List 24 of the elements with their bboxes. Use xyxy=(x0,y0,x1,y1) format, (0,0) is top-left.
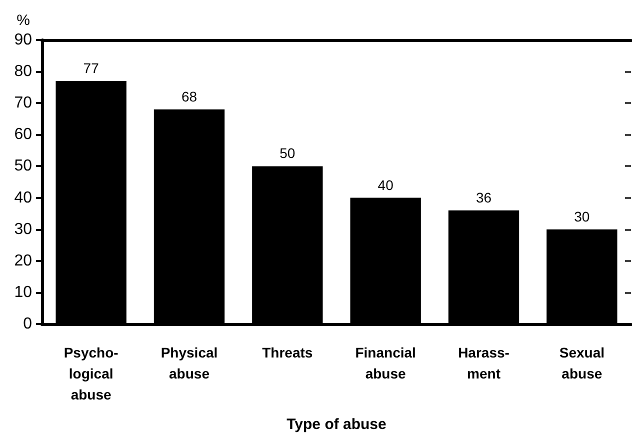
x-tick-label: Threats xyxy=(262,344,313,360)
data-label: 77 xyxy=(83,60,100,76)
x-tick-label: Financial abuse xyxy=(355,344,416,382)
data-label: 30 xyxy=(574,208,590,224)
data-label: 68 xyxy=(181,88,198,104)
x-tick-label: Harass- ment xyxy=(458,344,510,382)
x-axis-title: Type of abuse xyxy=(286,416,386,433)
data-label: 36 xyxy=(476,189,492,206)
y-tick-label: 0 xyxy=(23,316,32,332)
data-label: 40 xyxy=(378,176,394,193)
y-tick-label: 70 xyxy=(14,94,32,112)
y-tick-label: 80 xyxy=(14,63,32,80)
y-axis-title: % xyxy=(16,12,30,29)
y-tick-label: 10 xyxy=(14,284,32,301)
x-tick-label: Psycho- logical abuse xyxy=(64,344,119,402)
y-tick-label: 40 xyxy=(14,189,32,206)
y-tick-label: 90 xyxy=(14,32,32,48)
y-tick-label: 60 xyxy=(14,126,32,144)
y-tick-label: 30 xyxy=(14,220,32,238)
data-label: 50 xyxy=(280,145,296,162)
y-tick-label: 20 xyxy=(14,252,32,270)
y-tick-label: 50 xyxy=(14,158,32,175)
x-tick-label: Physical abuse xyxy=(160,344,218,382)
x-tick-label: Sexual abuse xyxy=(559,344,604,382)
